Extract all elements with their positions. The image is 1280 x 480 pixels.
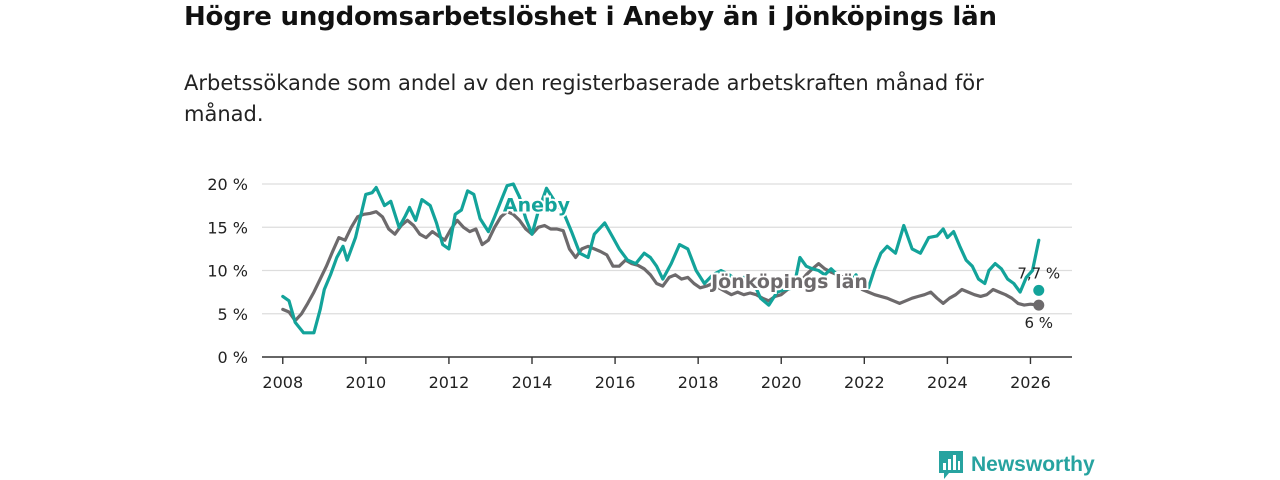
series-endpoint-jonkopings-lan [1033, 299, 1045, 311]
y-tick-label-0: 0 % [218, 348, 248, 367]
y-tick-label-20: 20 % [207, 175, 248, 194]
bar-chart-logo-icon [939, 451, 963, 479]
gridlines [262, 183, 1072, 315]
series-line-jonkopings-lan [281, 210, 1041, 323]
x-tick-label-2026: 2026 [1010, 373, 1051, 392]
y-axis-tick-labels: 0 % 5 % 10 % 15 % 20 % [207, 175, 248, 367]
series-label-jonkopings-lan: Jönköpings län [709, 271, 868, 293]
x-tick-label-2020: 2020 [761, 373, 802, 392]
series-labels: Aneby Jönköpings län 7,7 % 6 % [501, 193, 1060, 332]
x-axis: 2008 2010 2012 2014 2016 2018 2020 2022 2024 2026 [262, 356, 1072, 392]
end-value-label-jonkopings-lan: 6 % [1024, 314, 1053, 332]
series-lines [281, 182, 1045, 335]
x-tick-label-2018: 2018 [678, 373, 719, 392]
end-value-label-aneby: 7,7 % [1017, 264, 1060, 282]
x-tick-label-2024: 2024 [927, 373, 968, 392]
x-tick-label-2010: 2010 [345, 373, 386, 392]
series-line-aneby [281, 182, 1041, 335]
y-tick-label-15: 15 % [207, 218, 248, 237]
y-tick-label-10: 10 % [207, 262, 248, 281]
series-label-aneby: Aneby [503, 195, 571, 217]
newsworthy-brand: Newsworthy [938, 450, 1095, 480]
x-tick-label-2014: 2014 [512, 373, 553, 392]
chart-title: Högre ungdomsarbetslöshet i Aneby än i J… [184, 2, 997, 32]
x-tick-label-2022: 2022 [844, 373, 885, 392]
x-tick-label-2016: 2016 [595, 373, 636, 392]
y-tick-label-5: 5 % [218, 305, 248, 324]
line-chart: 0 %5 %10 %15 %20 % 2008 2010 2012 2014 2016 2… [207, 175, 1072, 392]
chart-subtitle: Arbetssökande som andel av den registerb… [184, 71, 984, 126]
series-endpoint-aneby [1033, 284, 1045, 296]
x-tick-label-2012: 2012 [429, 373, 470, 392]
brand-name: Newsworthy [971, 453, 1095, 476]
x-tick-label-2008: 2008 [262, 373, 303, 392]
